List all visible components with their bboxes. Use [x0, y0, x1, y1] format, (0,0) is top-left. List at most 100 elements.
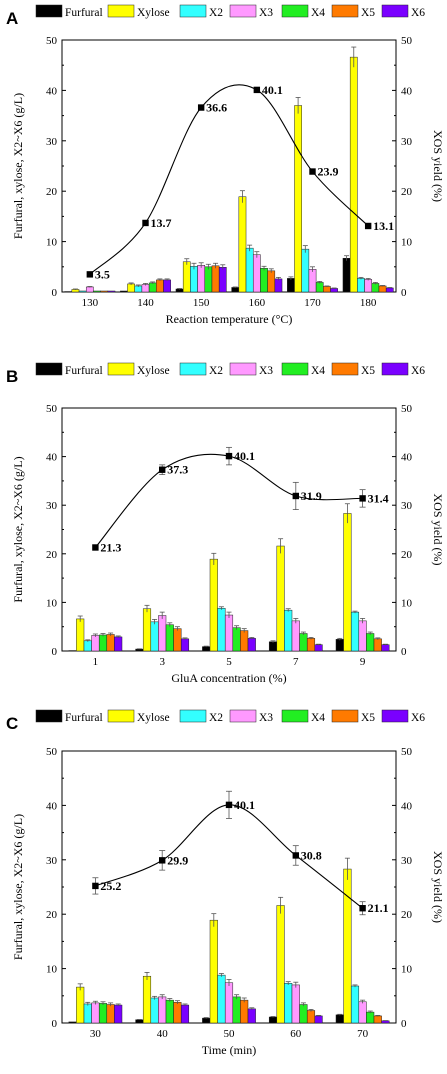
y-tick-label-left: 50 — [46, 746, 58, 758]
bar — [83, 1003, 92, 1024]
yield-curve — [95, 804, 363, 909]
x-tick-label: 60 — [290, 1028, 302, 1040]
bar — [284, 609, 293, 652]
bar — [163, 279, 171, 293]
bar — [274, 278, 283, 293]
bar — [276, 545, 285, 652]
bar — [294, 105, 302, 293]
bar — [202, 1017, 211, 1024]
legend-swatch — [35, 709, 63, 723]
legend-label: Furfural — [65, 712, 103, 724]
yield-data-label: 36.6 — [206, 101, 227, 115]
x-tick-label: 5 — [226, 656, 232, 668]
yield-point — [253, 86, 261, 94]
bar — [231, 287, 240, 293]
y-tick-label-right: 50 — [401, 746, 413, 758]
yield-curve — [94, 453, 363, 548]
bar — [364, 279, 373, 293]
x-tick-label: 40 — [157, 1028, 169, 1040]
y-tick-label-right: 0 — [401, 646, 407, 658]
bar — [68, 650, 77, 652]
y-axis-title-right: XOS yield (%) — [431, 851, 445, 923]
bar — [232, 996, 241, 1024]
x-tick-label: 7 — [293, 656, 299, 668]
bar — [217, 974, 226, 1024]
bar — [358, 1001, 367, 1024]
bar — [150, 997, 159, 1024]
bar — [343, 513, 352, 652]
y-tick-label-right: 10 — [401, 964, 413, 976]
bar — [240, 630, 249, 652]
bar — [224, 982, 234, 1024]
bar — [381, 644, 390, 652]
yield-data-label: 29.9 — [167, 853, 188, 867]
y-tick-label-left: 10 — [46, 237, 58, 249]
legend-swatch — [381, 362, 409, 376]
legend-swatch — [381, 709, 409, 723]
bar — [142, 975, 152, 1024]
legend-swatch — [229, 709, 257, 723]
y-tick-label-left: 50 — [46, 403, 58, 415]
bar — [385, 287, 394, 293]
y-tick-label-right: 0 — [401, 1018, 407, 1030]
bar — [366, 633, 375, 652]
yield-point — [225, 452, 233, 460]
y-tick-label-right: 40 — [401, 800, 413, 812]
x-tick-label: 140 — [137, 297, 154, 309]
y-tick-label-left: 20 — [46, 186, 58, 198]
legend-label: X5 — [361, 712, 375, 724]
legend-label: X3 — [259, 7, 273, 19]
x-tick-label: 150 — [193, 297, 210, 309]
y-tick-label-right: 0 — [401, 287, 407, 299]
legend-label: X6 — [411, 712, 425, 724]
legend-swatch — [35, 362, 63, 376]
yield-data-label: 40.1 — [234, 449, 255, 463]
legend-swatch — [281, 709, 309, 723]
y-tick-label-left: 40 — [46, 800, 58, 812]
bar — [217, 607, 226, 652]
legend-label: X4 — [311, 365, 325, 377]
legend-label: X5 — [361, 365, 375, 377]
legend-swatch — [281, 362, 309, 376]
bar — [268, 641, 278, 652]
bar — [291, 984, 300, 1024]
yield-data-label: 3.5 — [95, 267, 110, 281]
y-tick-label-right: 40 — [401, 452, 413, 464]
bar — [260, 268, 268, 293]
bar — [299, 1004, 308, 1024]
yield-point — [225, 801, 233, 809]
bar — [308, 269, 317, 293]
bar — [245, 247, 254, 293]
legend-label: X6 — [411, 365, 425, 377]
bar — [197, 265, 206, 293]
yield-data-label: 25.2 — [100, 879, 121, 893]
legend-label: X2 — [209, 712, 223, 724]
legend-label: Furfural — [65, 365, 103, 377]
bar — [106, 634, 115, 652]
yield-point — [292, 492, 299, 500]
legend-swatch — [229, 4, 257, 18]
bar — [173, 628, 182, 652]
y-tick-label-right: 20 — [401, 186, 413, 198]
legend-label: Xylose — [137, 712, 170, 724]
legend-label: Furfural — [65, 7, 103, 19]
bar — [366, 1011, 375, 1024]
bar — [381, 1020, 390, 1024]
bar — [349, 56, 358, 293]
legend-swatch — [381, 4, 409, 18]
bar — [314, 644, 323, 652]
bar — [350, 611, 360, 652]
bar — [306, 1010, 316, 1024]
bar — [378, 285, 387, 293]
bar — [158, 615, 167, 652]
x-tick-label: 9 — [360, 656, 366, 668]
bar — [98, 634, 108, 652]
bar — [314, 1015, 323, 1024]
x-tick-label: 3 — [159, 656, 165, 668]
bar — [335, 639, 344, 652]
bar — [98, 1003, 108, 1024]
bar — [373, 1015, 382, 1024]
legend-label: X3 — [259, 712, 273, 724]
yield-point — [86, 271, 94, 278]
